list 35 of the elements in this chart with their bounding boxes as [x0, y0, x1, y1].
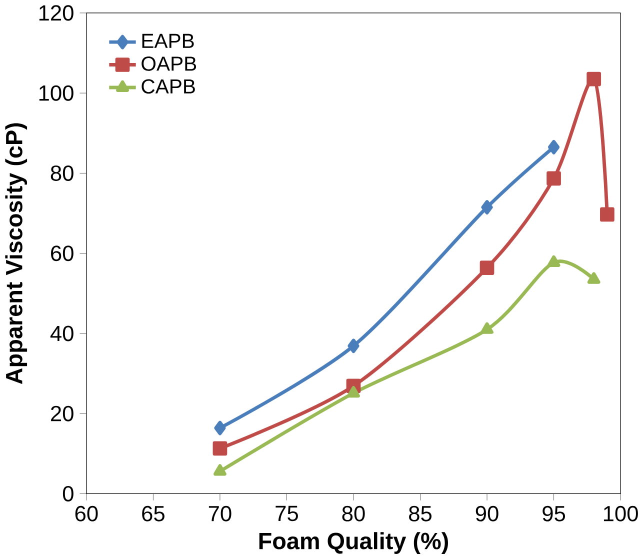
- x-tick-label: 75: [276, 506, 298, 522]
- y-tick-label: 60: [51, 246, 74, 262]
- x-tick-label: 100: [604, 506, 638, 522]
- y-tick-label: 0: [62, 486, 74, 502]
- x-tick-label: 90: [476, 506, 498, 522]
- y-tick-label: 40: [50, 326, 74, 342]
- point: [586, 72, 602, 86]
- x-axis-title: Foam Quality (%): [259, 532, 448, 554]
- point: [600, 207, 614, 222]
- point: [348, 338, 360, 353]
- y-tick-label: 80: [50, 165, 74, 181]
- point: [347, 386, 360, 398]
- x-tick-label: 95: [542, 506, 566, 522]
- point: [214, 464, 226, 476]
- legend-label: OAPB: [142, 56, 196, 71]
- y-tick-label: 20: [51, 406, 74, 422]
- x-tick-label: 80: [342, 506, 365, 522]
- point: [547, 255, 560, 267]
- point: [548, 140, 560, 154]
- x-tick-label: 65: [142, 506, 164, 522]
- point: [480, 322, 494, 334]
- legend-label: EAPB: [142, 34, 194, 48]
- y-tick-label: 120: [39, 5, 74, 21]
- point: [480, 260, 494, 275]
- legend-label: CAPB: [142, 79, 195, 94]
- point: [587, 272, 600, 284]
- point: [212, 441, 228, 456]
- point: [546, 171, 561, 186]
- y-tick-label: 100: [39, 85, 74, 101]
- x-tick-label: 60: [75, 506, 98, 522]
- point: [214, 420, 226, 436]
- point: [481, 200, 493, 214]
- x-tick-label: 85: [409, 506, 432, 522]
- x-tick-label: 70: [208, 506, 232, 522]
- y-axis-title: Apparent Viscosity (cP): [5, 123, 28, 384]
